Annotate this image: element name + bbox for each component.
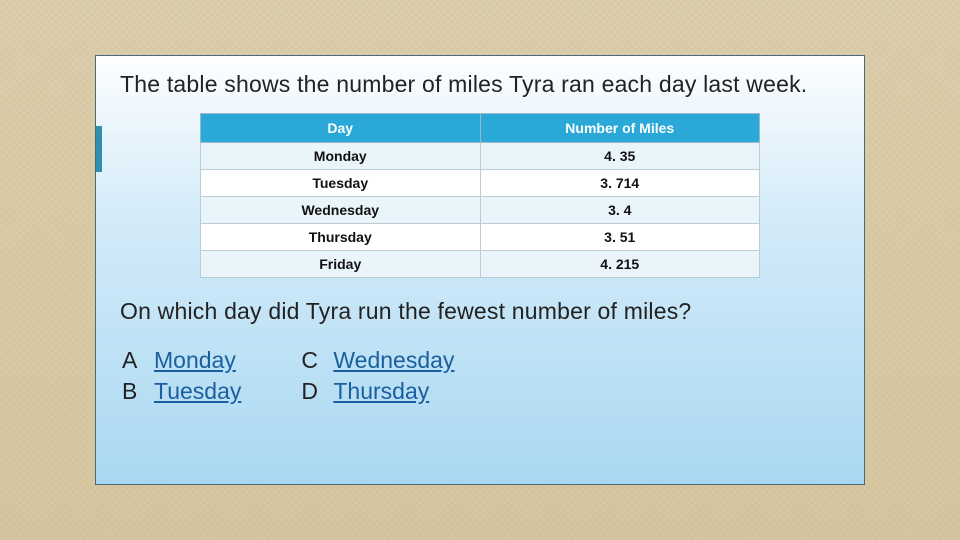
- cell-day: Wednesday: [201, 196, 481, 223]
- option-d: D Thursday: [301, 376, 454, 407]
- table-header-row: Day Number of Miles: [201, 113, 760, 142]
- option-c: C Wednesday: [301, 345, 454, 376]
- cell-day: Thursday: [201, 223, 481, 250]
- option-link-thursday[interactable]: Thursday: [333, 376, 429, 407]
- accent-bar: [96, 126, 102, 172]
- option-link-wednesday[interactable]: Wednesday: [333, 345, 454, 376]
- intro-text: The table shows the number of miles Tyra…: [120, 70, 840, 99]
- cell-miles: 4. 215: [480, 250, 760, 277]
- options-grid: A Monday B Tuesday C Wednesday D Thursda…: [120, 345, 840, 407]
- cell-day: Monday: [201, 142, 481, 169]
- option-letter: D: [301, 376, 321, 407]
- option-a: A Monday: [122, 345, 241, 376]
- option-letter: A: [122, 345, 142, 376]
- table-wrap: Day Number of Miles Monday 4. 35 Tuesday…: [120, 113, 840, 278]
- cell-miles: 3. 714: [480, 169, 760, 196]
- cell-miles: 4. 35: [480, 142, 760, 169]
- table-row: Thursday 3. 51: [201, 223, 760, 250]
- option-link-monday[interactable]: Monday: [154, 345, 236, 376]
- cell-day: Tuesday: [201, 169, 481, 196]
- miles-table: Day Number of Miles Monday 4. 35 Tuesday…: [200, 113, 760, 278]
- table-row: Wednesday 3. 4: [201, 196, 760, 223]
- cell-day: Friday: [201, 250, 481, 277]
- col-header-miles: Number of Miles: [480, 113, 760, 142]
- option-letter: B: [122, 376, 142, 407]
- options-col-2: C Wednesday D Thursday: [301, 345, 454, 407]
- col-header-day: Day: [201, 113, 481, 142]
- table-row: Monday 4. 35: [201, 142, 760, 169]
- cell-miles: 3. 4: [480, 196, 760, 223]
- option-link-tuesday[interactable]: Tuesday: [154, 376, 241, 407]
- cell-miles: 3. 51: [480, 223, 760, 250]
- table-row: Tuesday 3. 714: [201, 169, 760, 196]
- table-row: Friday 4. 215: [201, 250, 760, 277]
- options-col-1: A Monday B Tuesday: [122, 345, 241, 407]
- question-text: On which day did Tyra run the fewest num…: [120, 298, 840, 325]
- option-letter: C: [301, 345, 321, 376]
- slide-card: The table shows the number of miles Tyra…: [95, 55, 865, 485]
- option-b: B Tuesday: [122, 376, 241, 407]
